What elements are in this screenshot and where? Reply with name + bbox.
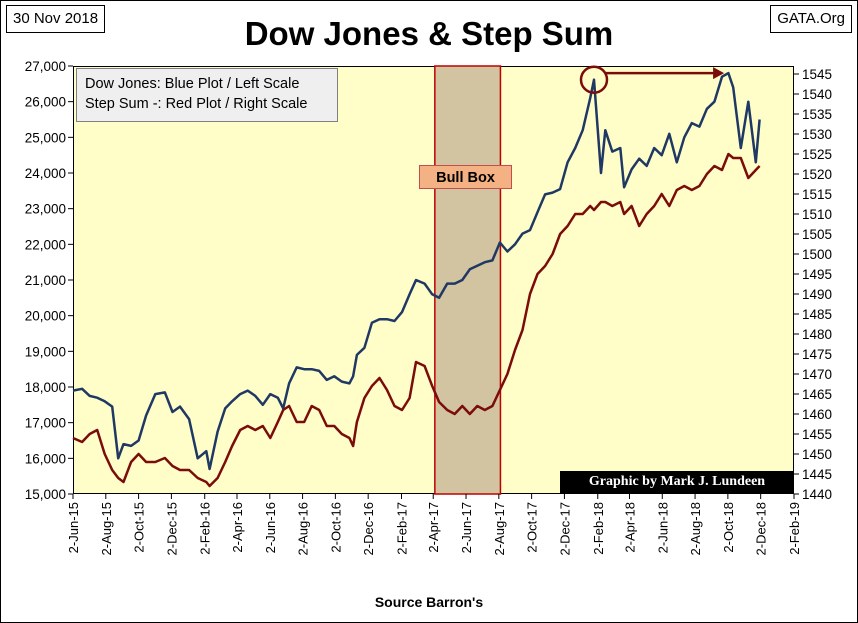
y-right-tick-label: 1465 bbox=[802, 387, 832, 402]
y-left-tick-label: 27,000 bbox=[25, 59, 66, 74]
x-tick-label: 2-Feb-19 bbox=[787, 502, 802, 555]
y-left-tick-label: 20,000 bbox=[25, 309, 66, 324]
x-tick-label: 2-Apr-18 bbox=[622, 502, 637, 553]
y-right-tick-label: 1500 bbox=[802, 247, 832, 262]
legend-entry-step-sum: Step Sum -: Red Plot / Right Scale bbox=[85, 96, 308, 112]
y-right-tick-label: 1515 bbox=[802, 187, 832, 202]
plot-area bbox=[73, 66, 794, 494]
x-tick-label: 2-Dec-17 bbox=[557, 502, 572, 555]
y-right-tick-label: 1535 bbox=[802, 107, 832, 122]
x-axis-label: Source Barron's bbox=[374, 594, 484, 610]
source-label: GATA.Org bbox=[770, 5, 852, 33]
y-left-tick-label: 18,000 bbox=[25, 380, 66, 395]
chart-title: Dow Jones & Step Sum bbox=[244, 15, 614, 52]
y-left-tick-label: 16,000 bbox=[25, 451, 66, 466]
y-left-tick-label: 22,000 bbox=[25, 237, 66, 252]
x-tick-label: 2-Jun-17 bbox=[459, 502, 474, 553]
x-tick-label: 2-Jun-15 bbox=[66, 502, 81, 553]
peak-highlight-circle bbox=[579, 65, 609, 94]
x-tick-label: 2-Feb-16 bbox=[198, 502, 213, 555]
y-right-tick-label: 1460 bbox=[802, 407, 832, 422]
x-tick-label: 2-Oct-17 bbox=[525, 502, 540, 553]
x-tick-label: 2-Apr-17 bbox=[426, 502, 441, 553]
y-right-tick-label: 1480 bbox=[802, 327, 832, 342]
graphic-credit: Graphic by Mark J. Lundeen bbox=[560, 471, 794, 493]
y-left-tick-label: 19,000 bbox=[25, 344, 66, 359]
y-right-tick-label: 1445 bbox=[802, 467, 832, 482]
y-right-tick-label: 1475 bbox=[802, 347, 832, 362]
x-tick-label: 2-Feb-17 bbox=[395, 502, 410, 555]
bull-box-region bbox=[434, 65, 502, 495]
y-right-tick-label: 1485 bbox=[802, 307, 832, 322]
x-tick-label: 2-Aug-18 bbox=[688, 502, 703, 555]
y-right-tick-label: 1530 bbox=[802, 127, 832, 142]
y-right-tick-label: 1545 bbox=[802, 67, 832, 82]
y-right-tick-label: 1455 bbox=[802, 427, 832, 442]
x-tick-label: 2-Oct-15 bbox=[132, 502, 147, 553]
y-left-tick-label: 23,000 bbox=[25, 202, 66, 217]
x-tick-label: 2-Dec-18 bbox=[754, 502, 769, 555]
y-right-tick-label: 1440 bbox=[802, 487, 832, 502]
legend-entry-dow: Dow Jones: Blue Plot / Left Scale bbox=[85, 76, 300, 92]
y-right-tick-label: 1490 bbox=[802, 287, 832, 302]
bull-box-label: Bull Box bbox=[419, 165, 512, 189]
legend: Dow Jones: Blue Plot / Left Scale Step S… bbox=[76, 68, 338, 122]
x-tick-label: 2-Jun-16 bbox=[263, 502, 278, 553]
y-right-tick-label: 1495 bbox=[802, 267, 832, 282]
x-tick-label: 2-Oct-16 bbox=[328, 502, 343, 553]
dow-jones-line bbox=[72, 71, 761, 471]
y-right-tick-label: 1540 bbox=[802, 87, 832, 102]
x-tick-label: 2-Aug-15 bbox=[99, 502, 114, 555]
x-tick-label: 2-Feb-18 bbox=[591, 502, 606, 555]
y-right-tick-label: 1470 bbox=[802, 367, 832, 382]
y-left-tick-label: 25,000 bbox=[25, 130, 66, 145]
y-right-tick-label: 1450 bbox=[802, 447, 832, 462]
date-label: 30 Nov 2018 bbox=[6, 5, 106, 33]
y-left-tick-label: 15,000 bbox=[25, 487, 66, 502]
y-left-tick-label: 17,000 bbox=[25, 416, 66, 431]
y-right-tick-label: 1505 bbox=[802, 227, 832, 242]
x-tick-label: 2-Apr-16 bbox=[230, 502, 245, 553]
x-tick-label: 2-Oct-18 bbox=[721, 502, 736, 553]
y-right-tick-label: 1510 bbox=[802, 207, 832, 222]
y-left-tick-label: 21,000 bbox=[25, 273, 66, 288]
y-left-tick-label: 26,000 bbox=[25, 95, 66, 110]
y-right-tick-label: 1520 bbox=[802, 167, 832, 182]
x-tick-label: 2-Dec-16 bbox=[361, 502, 376, 555]
x-tick-label: 2-Jun-18 bbox=[655, 502, 670, 553]
peak-arrow-head bbox=[713, 67, 725, 80]
y-right-tick-label: 1525 bbox=[802, 147, 832, 162]
x-tick-label: 2-Dec-15 bbox=[164, 502, 179, 555]
y-left-tick-label: 24,000 bbox=[25, 166, 66, 181]
step-sum-line bbox=[72, 152, 761, 488]
x-tick-label: 2-Aug-16 bbox=[296, 502, 311, 555]
x-tick-label: 2-Aug-17 bbox=[492, 502, 507, 555]
